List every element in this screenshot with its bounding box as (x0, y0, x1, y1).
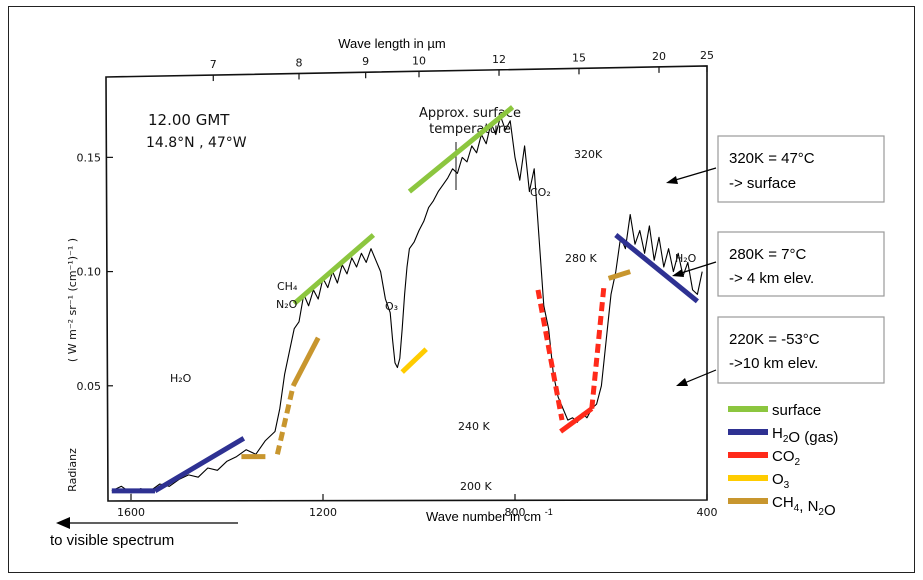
legend: surface H2O (gas)CO2 O3 CH4, N2O (728, 402, 838, 519)
left-tick-label: 0.05 (77, 380, 102, 393)
bottom-tick-label: 1200 (309, 506, 337, 519)
legend-swatch-h2o (728, 429, 768, 435)
callout-220k: 220K = -53°C ->10 km elev. (717, 316, 885, 384)
callout-320k-line1: 320K = 47°C (729, 150, 815, 167)
legend-label-co2: CO2 (772, 448, 801, 468)
gas-label-h2o-left: H₂O (170, 372, 192, 385)
left-tick-label: 0.15 (77, 151, 102, 164)
scan-location-label: 14.8°N , 47°W (146, 135, 247, 151)
bb-label-240k: 240 K (458, 420, 490, 433)
callout-280k-box (717, 231, 885, 297)
gas-label-o3: O₃ (385, 300, 398, 313)
legend-label-h2o: H2O (gas) (772, 425, 838, 446)
callout-280k-pointer (677, 261, 717, 275)
top-tick-label: 25 (700, 49, 714, 62)
top-tick-label: 15 (572, 51, 586, 64)
legend-label-ch4_n2o: CH4, N2O (772, 494, 836, 519)
highlight-surface (292, 233, 376, 306)
bottom-axis-title: Wave number in cm -1 (426, 507, 553, 524)
bottom-axis-title-text: Wave number in cm (426, 509, 545, 524)
legend-swatch-ch4_n2o (728, 498, 768, 504)
highlight-ch4_n2o (274, 385, 296, 455)
legend-swatch-co2 (728, 452, 768, 458)
spectrum-line (111, 115, 703, 494)
callout-320k-pointer (671, 167, 717, 182)
highlight-ch4_n2o (607, 269, 631, 281)
highlight-co2 (589, 287, 607, 409)
callout-220k-line1: 220K = -53°C (729, 331, 820, 348)
plot-frame (105, 65, 708, 502)
callout-220k-line2: ->10 km elev. (729, 355, 818, 372)
y-axis-label-radianz: Radianz (66, 448, 79, 492)
top-tick-label: 7 (210, 58, 217, 71)
scan-time-label: 12.00 GMT (148, 111, 230, 129)
bb-label-200k: 200 K (460, 480, 492, 493)
legend-label-o3: O3 (772, 471, 790, 491)
observed-spectrum (111, 115, 703, 494)
gas-label-n2o: N₂O (276, 298, 298, 311)
callout-220k-pointer (681, 369, 717, 385)
visible-arrow-head (56, 517, 70, 529)
outer-frame (8, 6, 915, 573)
callout-280k-line2: -> 4 km elev. (729, 270, 814, 287)
bottom-axis-title-exponent: -1 (545, 507, 553, 517)
top-tick-label: 9 (362, 55, 369, 68)
left-axis-ticks: 0.05 0.10 0.15 (77, 151, 113, 393)
callout-280k-pointer-head (672, 269, 684, 277)
top-tick-label: 12 (492, 53, 506, 66)
left-tick-label: 0.10 (77, 266, 102, 279)
bottom-tick-label: 400 (697, 506, 718, 519)
bottom-tick-label: 800 (505, 506, 526, 519)
gas-label-h2o-right: H₂O (675, 252, 697, 265)
callout-280k-line1: 280K = 7°C (729, 246, 806, 263)
gas-label-ch4: CH₄ (277, 280, 298, 293)
top-axis-ticks: 7 8 9 10 12 15 20 25 (210, 49, 714, 82)
bottom-axis-ticks: 1600 1200 800 400 (117, 494, 718, 519)
surface-temp-label-line1: Approx. surface (419, 106, 521, 121)
top-tick-label: 20 (652, 50, 666, 63)
bb-label-320k: 320K (574, 148, 603, 161)
legend-label-surface: surface (772, 402, 821, 419)
highlight-surface (407, 105, 515, 194)
gas-label-co2: CO₂ (530, 186, 551, 199)
callout-320k-pointer-head (666, 176, 678, 184)
highlight-segments (111, 105, 699, 494)
highlight-o3 (400, 347, 428, 374)
bb-label-280k: 280 K (565, 252, 597, 265)
highlight-co2 (535, 289, 565, 421)
top-tick-label: 8 (296, 56, 303, 69)
y-axis-units: ( W m⁻² sr⁻¹ (cm⁻¹)⁻¹ ) (66, 238, 79, 362)
callout-320k-box (717, 135, 885, 203)
legend-swatch-surface (728, 406, 768, 412)
highlight-co2 (559, 406, 594, 434)
visible-arrow-label: to visible spectrum (50, 532, 174, 549)
highlight-h2o (153, 436, 246, 494)
callout-220k-pointer-head (676, 378, 688, 386)
callout-280k: 280K = 7°C -> 4 km elev. (717, 231, 885, 297)
highlight-h2o (614, 233, 699, 304)
bottom-tick-label: 1600 (117, 506, 145, 519)
highlight-ch4_n2o (290, 336, 321, 387)
callout-220k-box (717, 316, 885, 384)
top-tick-label: 10 (412, 54, 426, 67)
callout-320k-line2: -> surface (729, 175, 796, 192)
legend-swatch-o3 (728, 475, 768, 481)
callout-320k: 320K = 47°C -> surface (717, 135, 885, 203)
top-axis-title: Wave length in µm (338, 36, 445, 51)
